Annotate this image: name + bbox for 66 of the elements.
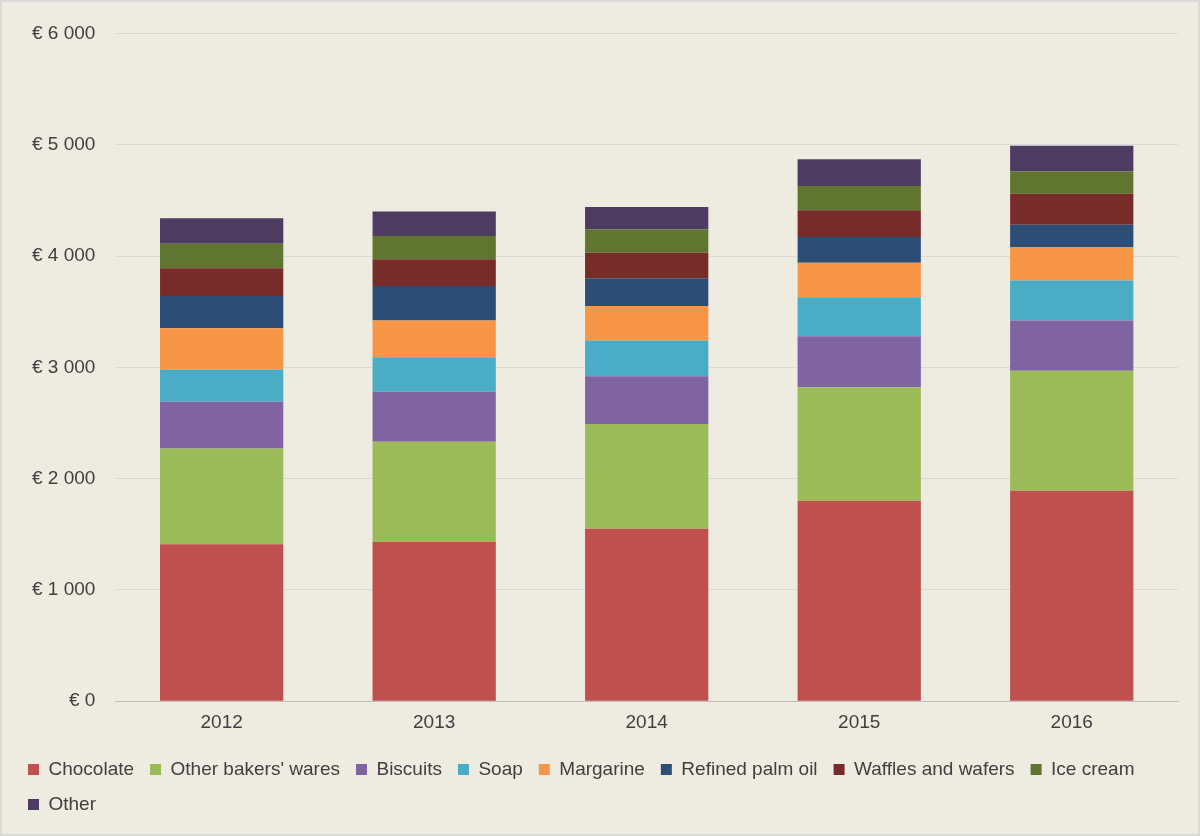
bar	[585, 340, 709, 377]
bar	[1010, 171, 1134, 194]
x-tick-label: 2012	[200, 710, 243, 732]
legend-label: Biscuits	[376, 757, 442, 779]
bar	[797, 297, 921, 337]
legend-label: Ice cream	[1051, 757, 1135, 779]
bar	[160, 268, 284, 297]
bar	[797, 262, 921, 298]
bar	[372, 441, 496, 543]
bar	[1010, 224, 1134, 248]
bar	[1010, 280, 1134, 321]
y-tick-label: € 3 000	[31, 355, 96, 377]
y-tick-label: € 0	[68, 689, 96, 711]
bar	[585, 376, 709, 425]
bar	[160, 369, 284, 402]
bar	[372, 211, 496, 236]
x-tick-label: 2014	[625, 710, 669, 732]
bar	[372, 391, 496, 442]
bar	[585, 278, 709, 307]
y-tick-label: € 5 000	[31, 132, 96, 154]
bar	[1010, 145, 1134, 172]
bar	[797, 237, 921, 263]
bar	[585, 229, 709, 253]
bar	[1010, 370, 1134, 491]
bar	[160, 218, 284, 244]
legend-label: Soap	[478, 757, 523, 779]
bar	[372, 235, 496, 260]
legend-label: Refined palm oil	[681, 757, 818, 779]
bar	[797, 387, 921, 501]
x-tick-label: 2016	[1050, 710, 1093, 732]
bar	[797, 336, 921, 388]
bar	[160, 243, 284, 269]
legend-label: Other	[48, 792, 97, 814]
y-tick-label: € 4 000	[31, 244, 96, 266]
y-tick-label: € 1 000	[31, 578, 96, 600]
x-tick-label: 2015	[838, 710, 881, 732]
bar	[160, 544, 284, 701]
bar	[1010, 193, 1134, 225]
bar	[797, 210, 921, 238]
bar	[797, 500, 921, 701]
y-tick-label: € 6 000	[31, 21, 96, 43]
bar	[585, 207, 709, 230]
bar	[1010, 490, 1134, 701]
bar	[372, 357, 496, 392]
bar	[372, 259, 496, 287]
y-tick-label: € 2 000	[31, 466, 96, 488]
bar	[585, 252, 709, 279]
bar	[585, 306, 709, 341]
legend-label: Margarine	[559, 757, 645, 779]
bar	[372, 286, 496, 321]
bar	[1010, 247, 1134, 281]
bar	[160, 328, 284, 370]
legend-label: Chocolate	[48, 757, 135, 779]
bar	[160, 296, 284, 329]
bar	[372, 320, 496, 358]
legend-label: Other bakers' wares	[170, 757, 340, 779]
bar	[160, 401, 284, 449]
x-tick-label: 2013	[413, 710, 456, 732]
bar	[160, 448, 284, 545]
bar	[1010, 320, 1134, 371]
bar	[372, 542, 496, 701]
legend-label: Waffles and wafers	[854, 757, 1015, 779]
bar	[585, 424, 709, 529]
bar	[797, 185, 921, 211]
bar	[585, 528, 709, 701]
bar	[797, 159, 921, 186]
